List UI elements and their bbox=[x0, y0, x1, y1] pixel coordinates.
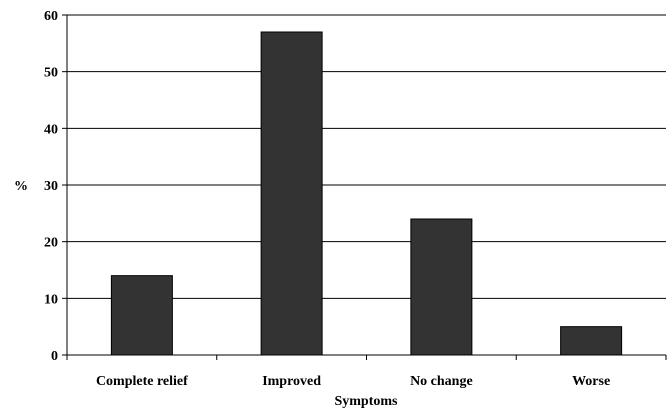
bar bbox=[410, 218, 473, 356]
bar bbox=[560, 326, 623, 356]
x-ticks: Complete relief Improved No change Worse bbox=[66, 355, 667, 389]
bar bbox=[110, 275, 173, 356]
x-tick-label: Complete relief bbox=[96, 374, 188, 389]
y-tick-label: 30 bbox=[44, 179, 58, 194]
gridlines bbox=[67, 14, 666, 299]
x-axis-title: Symptoms bbox=[334, 394, 398, 409]
y-ticks: 0 10 20 30 40 50 60 bbox=[44, 9, 67, 364]
y-tick-label: 50 bbox=[44, 66, 58, 81]
bars bbox=[110, 31, 623, 356]
y-axis-title: % bbox=[14, 179, 28, 194]
y-tick-label: 40 bbox=[44, 122, 58, 137]
x-tick-label: Worse bbox=[572, 374, 610, 389]
x-tick-label: Improved bbox=[262, 374, 321, 389]
x-tick-label: No change bbox=[410, 374, 473, 389]
y-tick-label: 0 bbox=[51, 349, 58, 364]
y-tick-label: 10 bbox=[44, 292, 58, 307]
y-tick-label: 60 bbox=[44, 9, 58, 24]
bar bbox=[260, 31, 323, 356]
y-tick-label: 20 bbox=[44, 236, 58, 251]
